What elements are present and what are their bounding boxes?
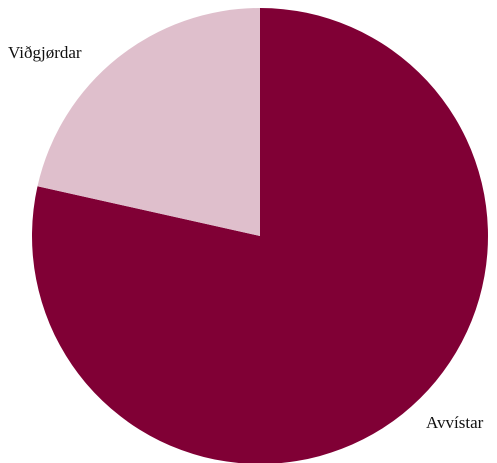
pie-slices [31,8,488,463]
pie-slice-2 [37,8,260,236]
pie-slice-1 [31,8,488,463]
pie-slice-label-2: Viðgjørdar [8,43,82,62]
pie-labels: Avvístar Viðgjørdar [8,43,484,432]
pie-slice-label-1: Avvístar [426,413,484,432]
